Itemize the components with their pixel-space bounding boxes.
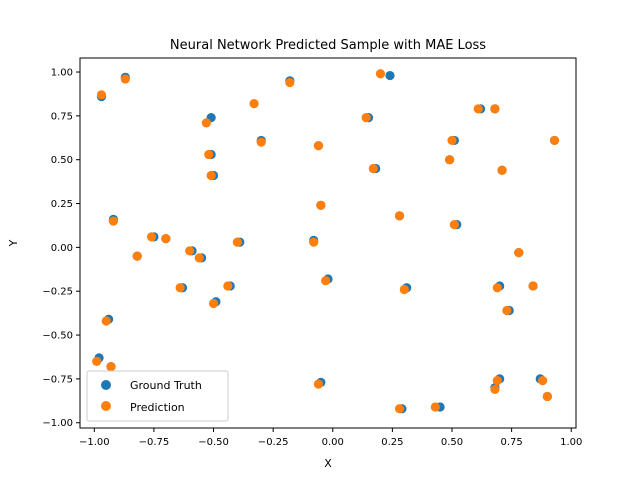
prediction-point-21: [449, 219, 459, 230]
prediction-point-7: [249, 98, 259, 109]
prediction-point-18: [108, 216, 118, 226]
x-tick-label: 0.75: [500, 437, 522, 448]
x-axis-label: X: [324, 457, 332, 470]
prediction-point-24: [232, 237, 242, 247]
prediction-point-19: [316, 200, 326, 210]
x-tick-label: −0.25: [258, 437, 289, 448]
plot-area-frame: [79, 57, 577, 429]
prediction-point-6: [490, 104, 500, 114]
prediction-point-15: [368, 163, 378, 174]
prediction-point-28: [194, 253, 204, 263]
prediction-point-34: [492, 283, 502, 293]
legend: Ground Truth Prediction: [86, 370, 229, 422]
points-layer: [92, 69, 560, 414]
y-tick-label: −0.75: [42, 374, 73, 385]
y-tick-label: −0.50: [42, 331, 73, 342]
y-axis-ticks: −1.00 −0.75 −0.50 −0.25 0.00 0.25 0.50 0.75 1.00: [42, 68, 80, 429]
prediction-point-8: [256, 137, 266, 147]
prediction-point-31: [175, 283, 185, 293]
prediction-point-5: [473, 104, 483, 114]
y-tick-label: 0.75: [51, 111, 73, 122]
prediction-point-46: [394, 404, 405, 414]
y-tick-label: 0.50: [51, 155, 73, 166]
prediction-point-41: [492, 376, 502, 386]
prediction-point-20: [394, 211, 405, 221]
x-tick-label: −0.75: [139, 437, 170, 448]
y-axis-label: Y: [7, 239, 20, 247]
x-tick-label: 0.25: [381, 437, 403, 448]
prediction-point-9: [313, 141, 324, 151]
prediction-point-29: [132, 251, 142, 261]
prediction-point-10: [447, 135, 457, 146]
prediction-point-11: [361, 113, 371, 123]
prediction-point-43: [313, 379, 324, 389]
prediction-point-30: [321, 276, 331, 286]
prediction-point-47: [430, 402, 440, 412]
prediction-point-1: [120, 74, 130, 84]
legend-label-ground-truth: Ground Truth: [130, 379, 202, 392]
prediction-point-14: [445, 155, 455, 165]
y-tick-label: −1.00: [42, 418, 73, 429]
prediction-point-45: [542, 391, 552, 402]
prediction-point-33: [399, 284, 409, 295]
legend-label-prediction: Prediction: [130, 401, 185, 414]
x-tick-label: −1.00: [79, 437, 110, 448]
prediction-point-12: [549, 135, 560, 146]
prediction-point-17: [497, 165, 507, 175]
x-tick-label: 0.50: [441, 437, 463, 448]
prediction-point-2: [285, 77, 295, 88]
y-tick-label: 0.25: [51, 199, 73, 210]
prediction-point-3: [375, 69, 386, 79]
legend-marker-prediction: [101, 401, 111, 411]
legend-marker-ground-truth: [101, 380, 111, 390]
y-tick-label: 1.00: [51, 68, 73, 79]
x-tick-label: −0.50: [198, 437, 229, 448]
y-tick-label: −0.25: [42, 287, 73, 298]
prediction-point-37: [502, 305, 512, 316]
prediction-point-22: [146, 232, 157, 242]
prediction-point-4: [201, 118, 211, 128]
chart-title: Neural Network Predicted Sample with MAE…: [170, 38, 486, 53]
ground-truth-point-3: [385, 70, 395, 81]
prediction-point-38: [101, 316, 111, 326]
prediction-point-23: [161, 234, 171, 244]
prediction-point-40: [106, 362, 116, 372]
prediction-point-35: [528, 281, 538, 291]
prediction-point-0: [96, 90, 107, 100]
prediction-point-36: [208, 298, 219, 309]
prediction-point-16: [206, 170, 216, 181]
prediction-point-39: [92, 356, 102, 366]
legend-box: [86, 370, 229, 422]
prediction-point-26: [514, 248, 524, 258]
prediction-point-32: [223, 281, 233, 291]
prediction-point-25: [309, 237, 319, 247]
x-tick-label: 1.00: [560, 437, 582, 448]
prediction-point-44: [490, 384, 500, 395]
prediction-point-42: [538, 376, 548, 386]
x-axis-ticks: −1.00 −0.75 −0.50 −0.25 0.00 0.25 0.50 0.75 1.00: [79, 428, 582, 448]
prediction-point-27: [185, 246, 195, 256]
x-tick-label: 0.00: [322, 437, 344, 448]
prediction-point-13: [204, 149, 214, 160]
y-tick-label: 0.00: [51, 243, 73, 254]
